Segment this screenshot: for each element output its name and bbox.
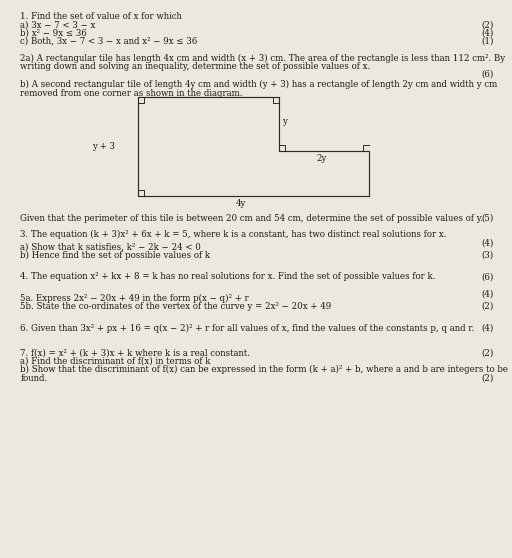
Text: removed from one corner as shown in the diagram.: removed from one corner as shown in the … [20,89,243,98]
Text: 1. Find the set of value of x for which: 1. Find the set of value of x for which [20,12,182,21]
Text: (2): (2) [481,302,494,311]
Text: (6): (6) [481,70,494,79]
Text: found.: found. [20,374,48,383]
Text: y + 3: y + 3 [92,142,115,151]
Text: (6): (6) [481,272,494,281]
Text: 4y: 4y [236,199,246,208]
Text: 5a. Express 2x² − 20x + 49 in the form p(x − q)² + r: 5a. Express 2x² − 20x + 49 in the form p… [20,294,249,302]
Text: (4): (4) [481,290,494,299]
Text: Given that the perimeter of this tile is between 20 cm and 54 cm, determine the : Given that the perimeter of this tile is… [20,214,484,223]
Text: a) Show that k satisfies, k² − 2k − 24 < 0: a) Show that k satisfies, k² − 2k − 24 <… [20,242,201,251]
Text: y: y [282,117,287,126]
Text: 6. Given than 3x² + px + 16 = q(x − 2)² + r for all values of x, find the values: 6. Given than 3x² + px + 16 = q(x − 2)² … [20,324,475,333]
Text: (4): (4) [481,324,494,333]
Text: b) A second rectangular tile of length 4y cm and width (y + 3) has a rectangle o: b) A second rectangular tile of length 4… [20,80,498,89]
Text: (3): (3) [481,251,494,259]
Text: (1): (1) [481,37,494,46]
Text: c) Both, 3x − 7 < 3 − x and x² − 9x ≤ 36: c) Both, 3x − 7 < 3 − x and x² − 9x ≤ 36 [20,37,198,46]
Text: (4): (4) [481,28,494,37]
Text: 2a) A rectangular tile has length 4x cm and width (x + 3) cm. The area of the re: 2a) A rectangular tile has length 4x cm … [20,54,506,62]
Text: writing down and solving an inequality, determine the set of possible values of : writing down and solving an inequality, … [20,62,371,71]
Text: 3. The equation (k + 3)x² + 6x + k = 5, where k is a constant, has two distinct : 3. The equation (k + 3)x² + 6x + k = 5, … [20,230,447,239]
Text: b) Show that the discriminant of f(x) can be expressed in the form (k + a)² + b,: b) Show that the discriminant of f(x) ca… [20,365,508,374]
Text: a) Find the discriminant of f(x) in terms of k: a) Find the discriminant of f(x) in term… [20,357,211,365]
Text: (5): (5) [481,214,494,223]
Text: (2): (2) [481,374,494,383]
Text: (4): (4) [481,238,494,247]
Text: 5b. State the co-ordinates of the vertex of the curve y = 2x² − 20x + 49: 5b. State the co-ordinates of the vertex… [20,302,332,311]
Text: 4. The equation x² + kx + 8 = k has no real solutions for x. Find the set of pos: 4. The equation x² + kx + 8 = k has no r… [20,272,436,281]
Text: (2): (2) [481,21,494,30]
Text: 7. f(x) = x² + (k + 3)x + k where k is a real constant.: 7. f(x) = x² + (k + 3)x + k where k is a… [20,348,250,357]
Text: a) 3x − 7 < 3 − x: a) 3x − 7 < 3 − x [20,21,96,30]
Text: (2): (2) [481,348,494,357]
Text: b) x² − 9x ≤ 36: b) x² − 9x ≤ 36 [20,28,87,37]
Text: 2y: 2y [316,154,327,163]
Text: b) Hence find the set of possible values of k: b) Hence find the set of possible values… [20,251,210,259]
